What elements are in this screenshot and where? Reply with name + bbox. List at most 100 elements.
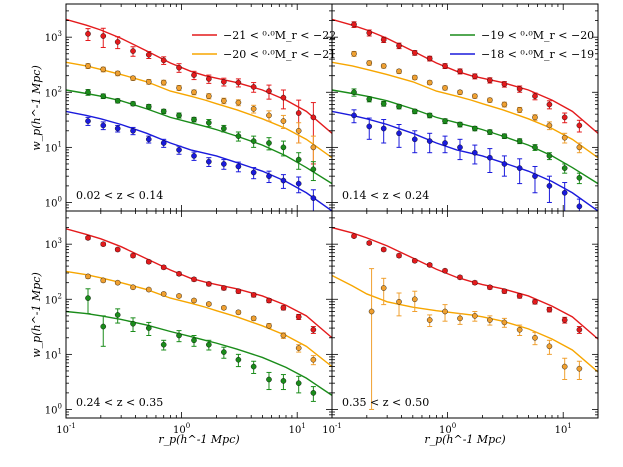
data-point xyxy=(457,68,463,75)
panel-data xyxy=(66,18,332,211)
data-point xyxy=(472,93,478,99)
data-point xyxy=(472,149,478,156)
data-point xyxy=(546,183,553,189)
y-tick-label: 103 xyxy=(45,237,62,251)
data-point xyxy=(310,144,317,151)
data-point xyxy=(85,235,91,241)
data-point xyxy=(501,133,508,139)
data-point xyxy=(176,270,182,277)
data-point xyxy=(100,93,107,99)
data-point xyxy=(145,103,152,110)
data-point xyxy=(516,107,523,113)
redshift-annotation: 0.02 < z < 0.14 xyxy=(76,189,163,202)
y-tick-label: 102 xyxy=(45,85,62,99)
redshift-annotation: 0.35 < z < 0.50 xyxy=(342,396,429,409)
x-axis-label-left: r_p(h^-1 Mpc) xyxy=(158,433,239,446)
data-point xyxy=(457,121,463,128)
data-point xyxy=(130,127,136,134)
data-point xyxy=(176,112,182,119)
data-point xyxy=(380,63,387,69)
data-point xyxy=(546,101,553,108)
data-point xyxy=(576,122,583,129)
data-point xyxy=(85,63,91,69)
data-point xyxy=(380,100,387,107)
data-point xyxy=(501,161,508,167)
legend: −21 < ⁰·⁰M_r < −22 −20 < ⁰·⁰M_r < −21 −19 … xyxy=(192,29,594,61)
data-point xyxy=(472,279,478,286)
data-point xyxy=(266,88,272,94)
data-point xyxy=(310,114,317,121)
legend-label-1: −21 < ⁰·⁰M_r < −22 xyxy=(223,29,336,42)
data-point xyxy=(221,98,227,104)
y-tick-label-exp: 1 xyxy=(58,140,62,148)
x-tick-label-base: 10 xyxy=(173,425,186,436)
data-point xyxy=(191,297,197,304)
legend-label-4: −18 < ⁰·⁰M_r < −19 xyxy=(481,48,594,61)
data-point xyxy=(532,93,538,99)
data-point xyxy=(426,262,433,268)
data-point xyxy=(310,195,317,201)
data-point xyxy=(396,130,402,137)
data-point xyxy=(235,79,242,86)
y-tick-label: 100 xyxy=(45,402,62,416)
data-point xyxy=(191,276,197,283)
data-point xyxy=(366,123,373,130)
y-tick-label-exp: 2 xyxy=(58,85,62,93)
data-point xyxy=(130,320,136,327)
data-point xyxy=(442,140,448,146)
data-point xyxy=(295,380,302,386)
data-point xyxy=(191,116,197,123)
data-point xyxy=(160,57,167,64)
y-tick-label: 101 xyxy=(45,140,62,154)
data-point xyxy=(366,60,373,66)
x-tick-label-base: 10 xyxy=(289,425,302,436)
data-point xyxy=(442,118,448,124)
data-point xyxy=(426,55,433,62)
data-point xyxy=(191,337,197,344)
model-line-2 xyxy=(332,274,598,373)
y-tick-label-base: 10 xyxy=(45,240,58,251)
data-point xyxy=(85,273,91,280)
data-point xyxy=(396,252,402,259)
legend-label-3: −19 < ⁰·⁰M_r < −20 xyxy=(481,29,594,42)
x-tick-label-exp: -1 xyxy=(69,422,76,430)
x-tick-label-base: 10 xyxy=(322,425,335,436)
y-tick-label-exp: 3 xyxy=(58,237,62,245)
data-point xyxy=(380,125,387,132)
data-point xyxy=(546,306,553,313)
data-point xyxy=(442,63,448,69)
data-point xyxy=(532,144,538,151)
data-point xyxy=(221,161,227,167)
model-line-1 xyxy=(332,226,598,340)
data-point xyxy=(366,30,373,36)
model-line-1 xyxy=(66,228,332,339)
y-tick-label-base: 10 xyxy=(45,405,58,416)
data-point xyxy=(100,33,107,39)
data-point xyxy=(160,140,167,146)
data-point xyxy=(266,297,272,304)
x-tick-label-base: 10 xyxy=(56,425,69,436)
data-point xyxy=(250,292,257,298)
data-point xyxy=(487,77,493,84)
data-point xyxy=(221,285,227,291)
data-point xyxy=(516,293,523,299)
data-point xyxy=(546,343,553,350)
data-point xyxy=(396,103,402,110)
legend-label-2: −20 < ⁰·⁰M_r < −21 xyxy=(223,48,336,61)
data-point xyxy=(85,89,91,96)
data-point xyxy=(250,138,257,144)
data-point xyxy=(114,70,121,77)
data-point xyxy=(145,286,152,293)
y-tick-label: 103 xyxy=(45,30,62,44)
data-point xyxy=(100,323,107,330)
data-point xyxy=(206,301,212,307)
data-point xyxy=(457,144,463,151)
x-tick-label: 101 xyxy=(555,422,572,436)
y-tick-label-base: 10 xyxy=(45,143,58,154)
data-point xyxy=(442,85,448,91)
x-tick-label-base: 10 xyxy=(439,425,452,436)
data-point xyxy=(100,66,107,73)
data-point xyxy=(235,133,242,139)
